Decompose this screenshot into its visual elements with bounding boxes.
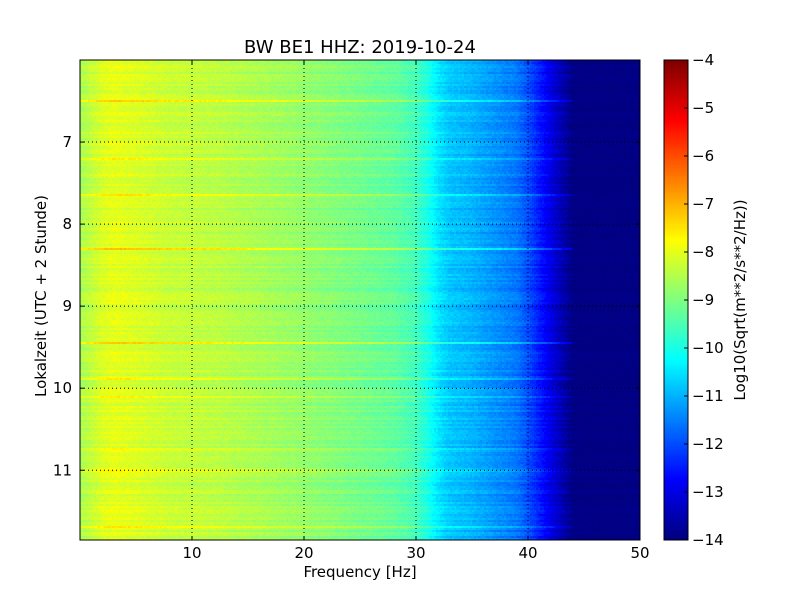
colorbar: −4 −5 −6 −7 −8 −9 −10 −11 −12 −13 −14 Log10(Sqrt(m…	[663, 51, 749, 549]
colorbar-tick-label: −13	[692, 483, 724, 501]
colorbar-tick-label: −5	[692, 99, 714, 117]
y-tick-label: 9	[62, 297, 72, 315]
y-tick-label: 7	[62, 133, 72, 151]
x-axis-ticks: 10 20 30 40 50	[182, 60, 650, 562]
y-tick-label: 10	[53, 379, 72, 397]
x-axis-label: Frequency [Hz]	[303, 563, 416, 581]
grid-lines	[80, 60, 640, 540]
colorbar-tick-label: −8	[692, 243, 714, 261]
colorbar-ticks: −4 −5 −6 −7 −8 −9 −10 −11 −12 −13 −14	[684, 51, 724, 549]
x-tick-label: 30	[406, 544, 425, 562]
y-axis-label: Lokalzeit (UTC + 2 Stunde)	[32, 195, 50, 397]
x-tick-label: 10	[182, 544, 201, 562]
x-tick-label: 40	[518, 544, 537, 562]
y-axis-ticks: 7 8 9 10 11	[53, 133, 640, 479]
y-tick-label: 8	[62, 215, 72, 233]
colorbar-tick-label: −10	[692, 339, 724, 357]
colorbar-label: Log10(Sqrt(m**2/s**2/Hz))	[731, 199, 749, 400]
spectrogram-heatmap	[80, 60, 640, 540]
colorbar-tick-label: −12	[692, 435, 724, 453]
colorbar-tick-label: −11	[692, 387, 724, 405]
chart-title: BW BE1 HHZ: 2019-10-24	[244, 37, 476, 58]
colorbar-tick-label: −6	[692, 147, 714, 165]
plot-frame	[79, 59, 641, 541]
colorbar-tick-label: −14	[692, 531, 724, 549]
x-tick-label: 50	[630, 544, 649, 562]
y-tick-label: 11	[53, 461, 72, 479]
colorbar-tick-label: −9	[692, 291, 714, 309]
plot-area: 10 20 30 40 50 7 8 9 10 11	[53, 59, 650, 562]
colorbar-tick-label: −4	[692, 51, 714, 69]
x-tick-label: 20	[294, 544, 313, 562]
colorbar-tick-label: −7	[692, 195, 714, 213]
